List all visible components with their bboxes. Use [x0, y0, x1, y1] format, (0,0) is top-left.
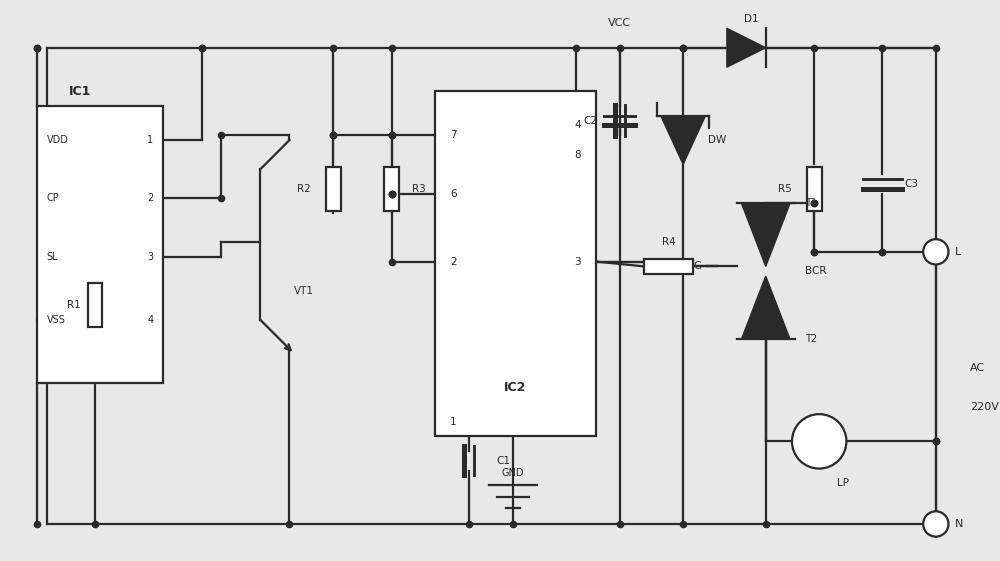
Text: VSS: VSS	[47, 315, 65, 325]
Text: SL: SL	[47, 252, 58, 261]
Text: BCR: BCR	[805, 266, 826, 276]
Bar	[326, 167, 341, 210]
Text: R5: R5	[778, 183, 792, 194]
Text: 2: 2	[450, 256, 456, 266]
Text: C1: C1	[496, 456, 510, 466]
Text: 220V: 220V	[970, 402, 999, 412]
Text: 8: 8	[574, 150, 581, 160]
Text: G: G	[694, 261, 702, 272]
Bar	[435, 91, 596, 436]
Text: 6: 6	[450, 188, 456, 199]
Text: GND: GND	[502, 468, 524, 479]
Polygon shape	[741, 276, 790, 339]
Text: R4: R4	[662, 237, 675, 247]
Bar	[37, 106, 163, 383]
Text: AC: AC	[970, 364, 985, 374]
Text: 7: 7	[450, 130, 456, 140]
Text: R1: R1	[67, 300, 81, 310]
Text: 1: 1	[450, 417, 456, 427]
Text: 4: 4	[574, 121, 581, 131]
Circle shape	[792, 414, 846, 468]
Circle shape	[923, 239, 948, 264]
Text: T2: T2	[805, 334, 817, 344]
Text: 3: 3	[574, 256, 581, 266]
Polygon shape	[741, 203, 790, 266]
Text: R3: R3	[412, 183, 426, 194]
Text: DW: DW	[708, 135, 726, 145]
Bar	[384, 167, 399, 210]
Bar	[88, 283, 102, 327]
Text: N: N	[955, 519, 964, 529]
Text: VT1: VT1	[294, 286, 314, 296]
Text: CP: CP	[47, 194, 59, 204]
Text: T1: T1	[805, 198, 817, 208]
Text: C2: C2	[584, 116, 598, 126]
Text: D1: D1	[744, 13, 758, 24]
Text: L: L	[955, 247, 962, 257]
Text: VCC: VCC	[608, 19, 632, 29]
Bar	[807, 167, 822, 210]
Text: 3: 3	[147, 252, 153, 261]
Text: LP: LP	[837, 478, 849, 488]
Text: C3: C3	[905, 179, 919, 189]
Text: R2: R2	[297, 183, 311, 194]
Polygon shape	[727, 28, 766, 67]
Text: 2: 2	[147, 194, 153, 204]
Text: 1: 1	[147, 135, 153, 145]
Text: VDD: VDD	[47, 135, 68, 145]
Bar	[644, 259, 693, 274]
Text: IC1: IC1	[69, 85, 92, 98]
Circle shape	[923, 511, 948, 537]
Text: IC2: IC2	[504, 381, 527, 394]
Polygon shape	[661, 116, 705, 164]
Text: 4: 4	[147, 315, 153, 325]
